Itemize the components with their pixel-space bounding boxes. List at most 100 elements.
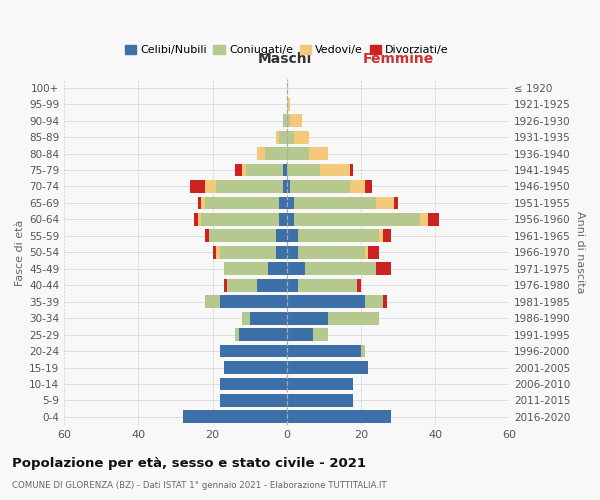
Bar — [235, 328, 239, 341]
Bar — [227, 279, 257, 291]
Bar — [202, 213, 280, 226]
Bar — [220, 394, 287, 407]
Bar — [190, 180, 205, 193]
Bar — [287, 262, 305, 275]
Bar — [224, 279, 227, 291]
Bar — [217, 246, 220, 258]
Bar — [287, 213, 294, 226]
Bar — [287, 344, 361, 358]
Bar — [287, 394, 353, 407]
Bar — [287, 114, 290, 127]
Bar — [246, 164, 283, 176]
Bar — [287, 164, 320, 176]
Bar — [350, 164, 353, 176]
Text: Popolazione per età, sesso e stato civile - 2021: Popolazione per età, sesso e stato civil… — [12, 458, 366, 470]
Bar — [250, 312, 287, 324]
Bar — [298, 279, 357, 291]
Bar — [376, 196, 394, 209]
Text: Femmine: Femmine — [362, 52, 434, 66]
Bar — [420, 213, 428, 226]
Bar — [220, 344, 287, 358]
Bar — [365, 246, 368, 258]
Bar — [220, 296, 287, 308]
Bar — [287, 180, 290, 193]
Bar — [287, 328, 313, 341]
Text: COMUNE DI GLORENZA (BZ) - Dati ISTAT 1° gennaio 2021 - Elaborazione TUTTITALIA.I: COMUNE DI GLORENZA (BZ) - Dati ISTAT 1° … — [12, 481, 386, 490]
Bar — [275, 230, 287, 242]
Bar — [287, 378, 353, 390]
Bar — [212, 246, 217, 258]
Bar — [290, 180, 350, 193]
Bar — [220, 246, 275, 258]
Bar — [220, 378, 287, 390]
Bar — [242, 312, 250, 324]
Bar — [287, 130, 294, 143]
Bar — [320, 164, 350, 176]
Bar — [268, 262, 287, 275]
Bar — [350, 180, 365, 193]
Bar — [357, 279, 361, 291]
Bar — [194, 213, 198, 226]
Bar — [313, 328, 328, 341]
Bar — [305, 262, 376, 275]
Bar — [287, 410, 391, 424]
Bar — [205, 180, 217, 193]
Bar — [280, 196, 287, 209]
Bar — [209, 230, 275, 242]
Bar — [257, 147, 265, 160]
Bar — [283, 164, 287, 176]
Bar — [383, 296, 387, 308]
Bar — [205, 196, 280, 209]
Bar — [365, 180, 372, 193]
Bar — [328, 312, 379, 324]
Bar — [394, 196, 398, 209]
Bar — [205, 230, 209, 242]
Bar — [287, 296, 365, 308]
Bar — [257, 279, 287, 291]
Bar — [298, 246, 365, 258]
Bar — [275, 130, 280, 143]
Bar — [183, 410, 287, 424]
Bar — [283, 114, 287, 127]
Bar — [287, 196, 294, 209]
Bar — [280, 130, 287, 143]
Bar — [294, 196, 376, 209]
Bar — [280, 213, 287, 226]
Bar — [287, 147, 309, 160]
Bar — [365, 296, 383, 308]
Bar — [383, 230, 391, 242]
Bar — [309, 147, 328, 160]
Y-axis label: Fasce di età: Fasce di età — [15, 219, 25, 286]
Bar — [224, 361, 287, 374]
Bar — [298, 230, 379, 242]
Bar — [287, 279, 298, 291]
Bar — [202, 196, 205, 209]
Bar — [368, 246, 379, 258]
Text: Maschi: Maschi — [258, 52, 312, 66]
Bar — [205, 296, 220, 308]
Legend: Celibi/Nubili, Coniugati/e, Vedovi/e, Divorziati/e: Celibi/Nubili, Coniugati/e, Vedovi/e, Di… — [120, 40, 454, 60]
Bar — [379, 230, 383, 242]
Bar — [283, 180, 287, 193]
Bar — [376, 262, 391, 275]
Bar — [361, 344, 365, 358]
Bar — [428, 213, 439, 226]
Bar — [239, 328, 287, 341]
Y-axis label: Anni di nascita: Anni di nascita — [575, 211, 585, 294]
Bar — [287, 312, 328, 324]
Bar — [287, 361, 368, 374]
Bar — [275, 246, 287, 258]
Bar — [287, 246, 298, 258]
Bar — [294, 130, 309, 143]
Bar — [217, 180, 283, 193]
Bar — [198, 196, 202, 209]
Bar — [224, 262, 268, 275]
Bar — [287, 98, 290, 110]
Bar — [198, 213, 202, 226]
Bar — [290, 114, 302, 127]
Bar — [294, 213, 420, 226]
Bar — [265, 147, 287, 160]
Bar — [287, 230, 298, 242]
Bar — [242, 164, 246, 176]
Bar — [235, 164, 242, 176]
